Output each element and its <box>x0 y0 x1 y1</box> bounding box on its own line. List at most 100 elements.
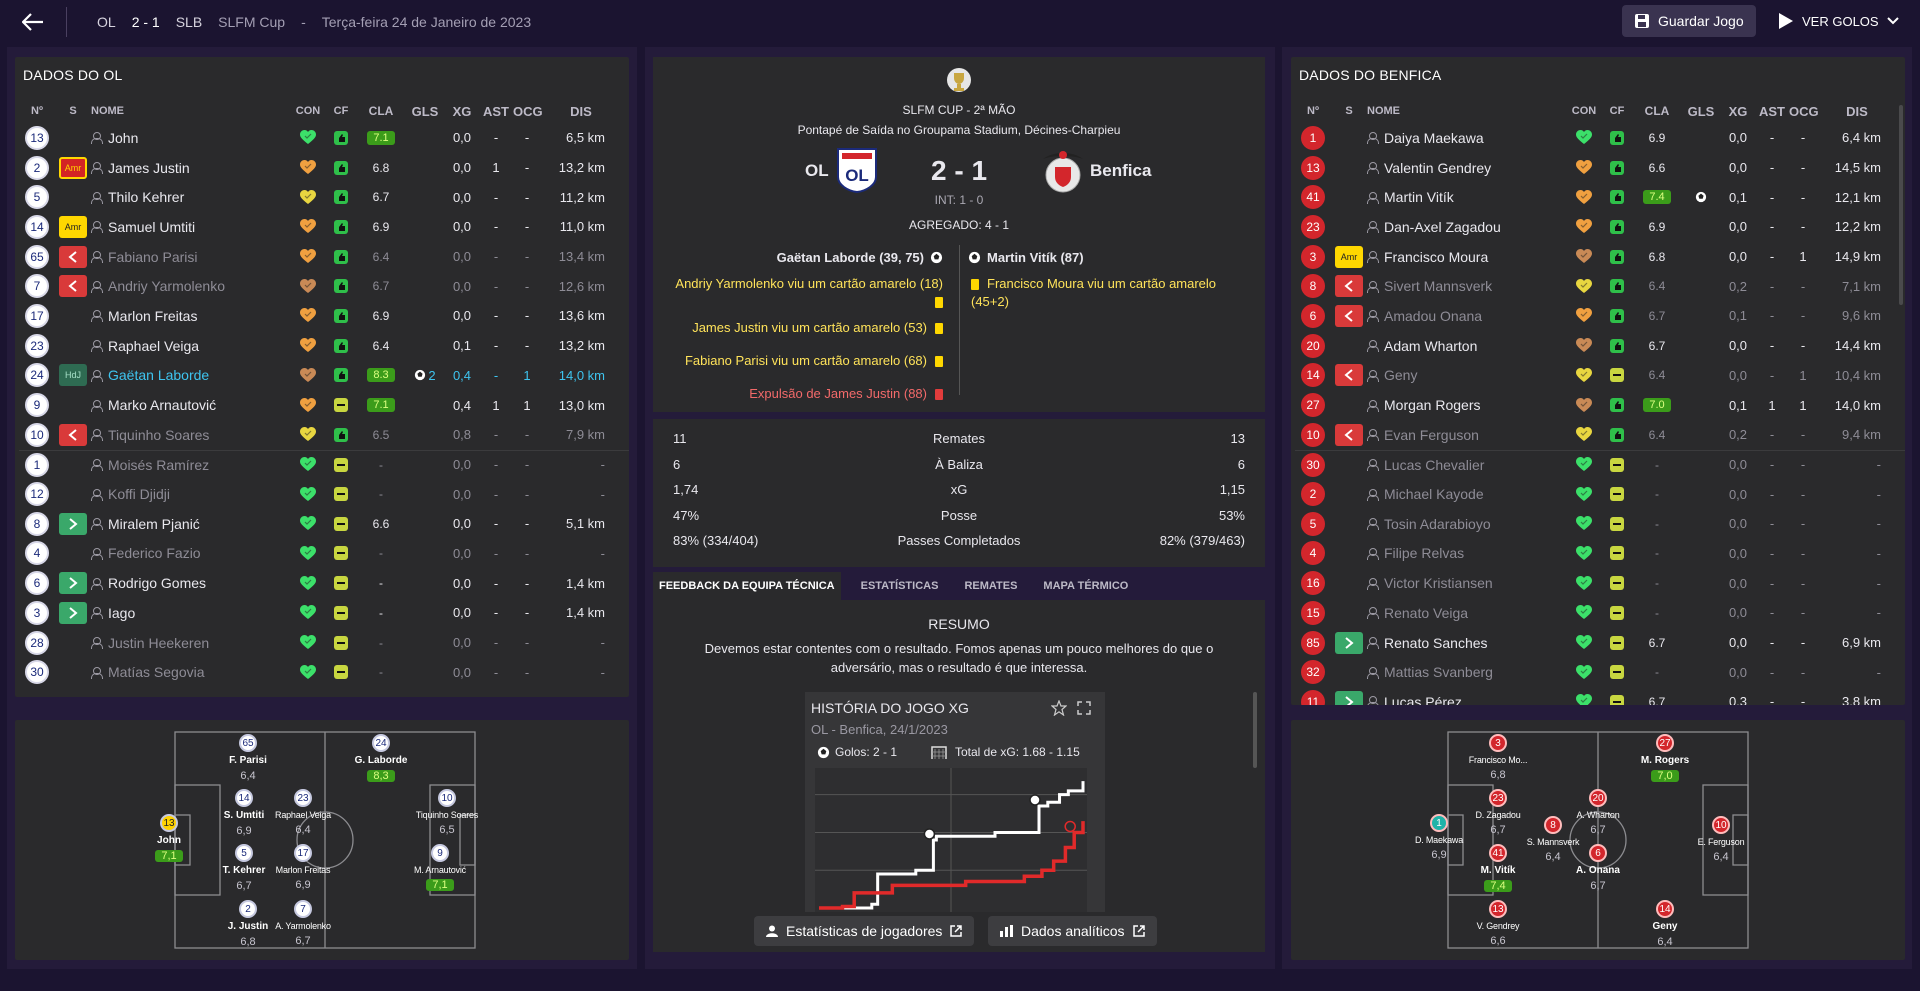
view-goals-button[interactable]: VER GOLOS <box>1766 5 1911 37</box>
player-name-cell[interactable]: Valentin Gendrey <box>1367 160 1567 176</box>
player-name[interactable]: Francisco Moura <box>1384 248 1489 265</box>
table-row[interactable]: 24 HdJ Gaëtan Laborde 8.3 2 0,4 - 1 14,0 km <box>19 361 629 391</box>
col-name[interactable]: NOME <box>1367 105 1400 117</box>
lineup-player[interactable]: 24 G. Laborde 8,3 <box>333 734 429 784</box>
player-name[interactable]: Renato Sanches <box>1384 634 1488 651</box>
player-name[interactable]: Raphael Veiga <box>108 337 200 354</box>
player-name[interactable]: Filipe Relvas <box>1384 545 1465 562</box>
table-row[interactable]: 13 Valentin Gendrey 6.6 0,0 - - 14,5 km <box>1295 153 1905 183</box>
player-name[interactable]: Marlon Freitas <box>108 307 198 324</box>
player-name-cell[interactable]: Raphael Veiga <box>91 338 291 354</box>
player-name-cell[interactable]: Renato Veiga <box>1367 605 1567 621</box>
lineup-player[interactable]: 2 J. Justin 6,8 <box>200 900 296 950</box>
player-name-cell[interactable]: Justin Heekeren <box>91 635 291 651</box>
table-row[interactable]: 6 Amadou Onana 6.7 0,1 - - 9,6 km <box>1295 301 1905 331</box>
table-row[interactable]: 5 Thilo Kehrer 6.7 0,0 - - 11,2 km <box>19 182 629 212</box>
table-row[interactable]: 2 Amr James Justin 6.8 0,0 1 - 13,2 km <box>19 153 629 183</box>
lineup-player[interactable]: 10 Tiquinho Soares 6,5 <box>399 789 495 838</box>
competition-name[interactable]: SLFM Cup <box>218 14 286 30</box>
player-name[interactable]: Thilo Kehrer <box>108 189 185 206</box>
table-row[interactable]: 16 Victor Kristiansen - 0,0 - - - <box>1295 568 1905 598</box>
table-row[interactable]: 14 Geny 6.4 0,0 - 1 10,4 km <box>1295 361 1905 391</box>
lineup-player[interactable]: 14 S. Umtiti 6,9 <box>196 789 292 839</box>
col-cla[interactable]: CLA <box>1644 104 1670 118</box>
xg-card[interactable]: HISTÓRIA DO JOGO XG OL - Benfica, 24/1/2… <box>805 692 1105 912</box>
player-name-cell[interactable]: Geny <box>1367 367 1567 383</box>
table-row[interactable]: 10 Tiquinho Soares 6.5 0,8 - - 7,9 km <box>19 420 629 450</box>
player-name[interactable]: Valentin Gendrey <box>1384 159 1492 176</box>
player-name[interactable]: Tosin Adarabioyo <box>1384 515 1491 532</box>
player-name[interactable]: Samuel Umtiti <box>108 218 196 235</box>
player-name[interactable]: Evan Ferguson <box>1384 426 1479 443</box>
player-name-cell[interactable]: Koffi Djidji <box>91 486 291 502</box>
table-row[interactable]: 4 Federico Fazio - 0,0 - - - <box>19 539 629 569</box>
lineup-player[interactable]: 41 M. Vitík 7,4 <box>1450 844 1546 894</box>
star-icon[interactable] <box>1051 700 1067 716</box>
table-row[interactable]: 9 Marko Arnautović 7.1 0,4 1 1 13,0 km <box>19 390 629 420</box>
player-name[interactable]: Gaëtan Laborde <box>108 367 210 384</box>
lineup-player[interactable]: 9 M. Arnautović 7,1 <box>392 844 488 893</box>
player-name[interactable]: Mattias Svanberg <box>1384 664 1493 681</box>
player-name-cell[interactable]: Moisés Ramírez <box>91 457 291 473</box>
table-row[interactable]: 41 Martin Vitík 7.4 0,1 - - 12,1 km <box>1295 182 1905 212</box>
player-name[interactable]: Morgan Rogers <box>1384 397 1481 414</box>
col-cf[interactable]: CF <box>1609 105 1625 117</box>
table-row[interactable]: 2 Michael Kayode - 0,0 - - - <box>1295 479 1905 509</box>
player-name[interactable]: Martin Vitík <box>1384 189 1454 206</box>
player-name[interactable]: Daiya Maekawa <box>1384 129 1484 146</box>
table-row[interactable]: 85 Renato Sanches 6.7 0,0 - - 6,9 km <box>1295 628 1905 658</box>
tab-2[interactable]: REMATES <box>964 580 1018 592</box>
lineup-player[interactable]: 65 F. Parisi 6,4 <box>200 734 296 784</box>
player-name-cell[interactable]: Tiquinho Soares <box>91 427 291 443</box>
player-name[interactable]: Federico Fazio <box>108 545 201 562</box>
expand-icon[interactable] <box>1077 701 1091 715</box>
lineup-player[interactable]: 23 D. Zagadou 6,7 <box>1450 789 1546 838</box>
player-name[interactable]: Adam Wharton <box>1384 337 1478 354</box>
feedback-scrollbar[interactable] <box>1253 692 1257 768</box>
player-name-cell[interactable]: Miralem Pjanić <box>91 516 291 532</box>
save-game-button[interactable]: Guardar Jogo <box>1622 5 1756 37</box>
lineup-player[interactable]: 3 Francisco Mo... 6,8 <box>1450 734 1546 783</box>
table-row[interactable]: 15 Renato Veiga - 0,0 - - - <box>1295 598 1905 628</box>
player-name-cell[interactable]: Gaëtan Laborde <box>91 367 291 383</box>
player-name[interactable]: Tiquinho Soares <box>108 426 210 443</box>
player-name[interactable]: Renato Veiga <box>1384 604 1469 621</box>
player-name[interactable]: Sivert Mannsverk <box>1384 278 1493 295</box>
col-name[interactable]: NOME <box>91 105 124 117</box>
lineup-player[interactable]: 14 Geny 6,4 <box>1617 900 1713 950</box>
player-name-cell[interactable]: Amadou Onana <box>1367 308 1567 324</box>
lineup-player[interactable]: 1 D. Maekawa 6,9 <box>1391 814 1487 863</box>
col-s[interactable]: S <box>1345 105 1353 117</box>
player-name-cell[interactable]: Lucas Chevalier <box>1367 457 1567 473</box>
table-row[interactable]: 8 Sivert Mannsverk 6.4 0,2 - - 7,1 km <box>1295 271 1905 301</box>
player-name-cell[interactable]: Matías Segovia <box>91 664 291 680</box>
player-name-cell[interactable]: Iago <box>91 605 291 621</box>
player-name[interactable]: Victor Kristiansen <box>1384 575 1493 592</box>
player-name[interactable]: Geny <box>1384 367 1418 384</box>
table-row[interactable]: 30 Matías Segovia - 0,0 - - - <box>19 657 629 687</box>
lineup-player[interactable]: 8 S. Mannsverk 6,4 <box>1505 816 1601 865</box>
player-name-cell[interactable]: Tosin Adarabioyo <box>1367 516 1567 532</box>
lineup-player[interactable]: 6 A. Onana 6,7 <box>1550 844 1646 894</box>
player-name[interactable]: Amadou Onana <box>1384 307 1483 324</box>
col-ast[interactable]: AST <box>483 103 509 119</box>
col-ocg[interactable]: OCG <box>513 103 543 119</box>
player-name-cell[interactable]: Samuel Umtiti <box>91 219 291 235</box>
table-row[interactable]: 5 Tosin Adarabioyo - 0,0 - - - <box>1295 509 1905 539</box>
back-button[interactable] <box>0 0 66 44</box>
table-row[interactable]: 20 Adam Wharton 6.7 0,0 - - 14,4 km <box>1295 331 1905 361</box>
col-con[interactable]: CON <box>1571 105 1597 117</box>
player-name[interactable]: Justin Heekeren <box>108 634 210 651</box>
player-name[interactable]: Miralem Pjanić <box>108 515 200 532</box>
player-name-cell[interactable]: Victor Kristiansen <box>1367 575 1567 591</box>
table-row[interactable]: 11 Lucas Pérez 6.7 0,3 - - 3,8 km <box>1295 687 1905 705</box>
lineup-player[interactable]: 23 Raphael Veiga 6,4 <box>255 789 351 838</box>
lineup-player[interactable]: 10 E. Ferguson 6,4 <box>1673 816 1769 865</box>
table-row[interactable]: 4 Filipe Relvas - 0,0 - - - <box>1295 539 1905 569</box>
col-dis[interactable]: DIS <box>570 103 592 119</box>
tab-0[interactable]: FEEDBACK DA EQUIPA TÉCNICA <box>653 572 841 600</box>
lineup-player[interactable]: 20 A. Wharton 6,7 <box>1550 789 1646 838</box>
player-name-cell[interactable]: Lucas Pérez <box>1367 694 1567 705</box>
table-row[interactable]: 1 Daiya Maekawa 6.9 0,0 - - 6,4 km <box>1295 123 1905 153</box>
player-name[interactable]: Koffi Djidji <box>108 486 170 503</box>
